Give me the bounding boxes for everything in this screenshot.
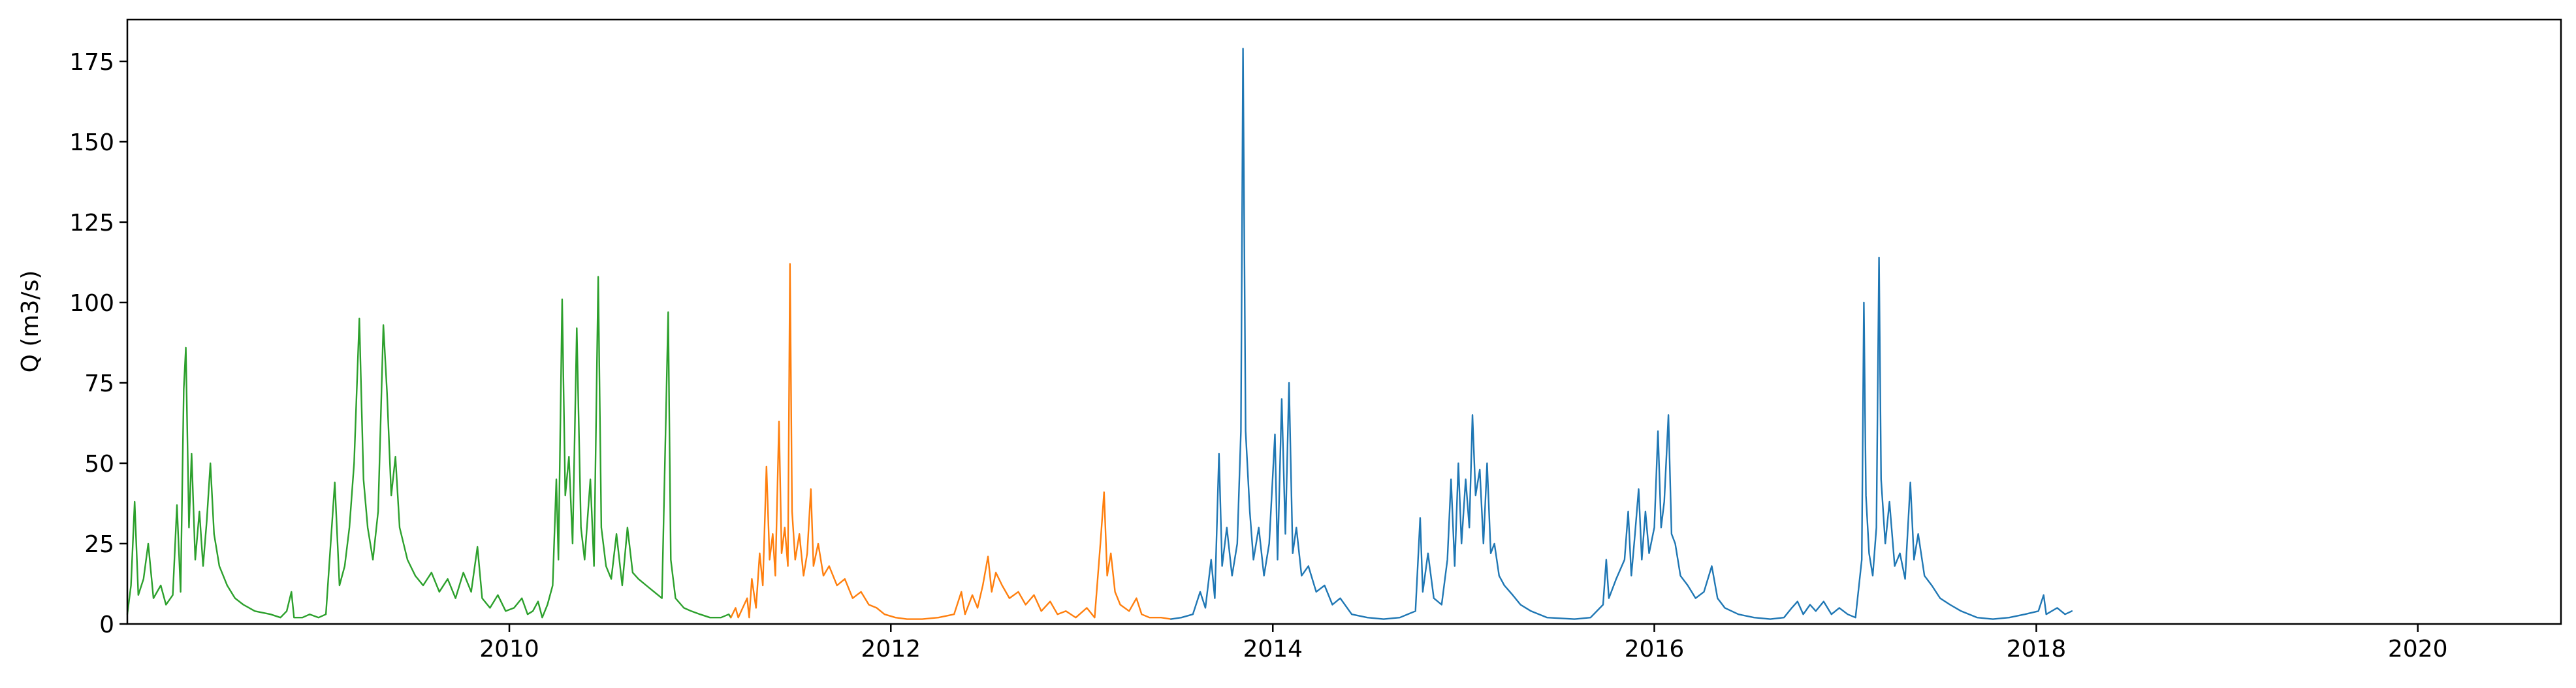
y-tick-label: 175 [69, 49, 114, 76]
series-line-3 [1170, 48, 2073, 620]
series-line-2 [730, 263, 1172, 620]
y-tick-label: 25 [84, 531, 114, 558]
x-tick-label: 2014 [1243, 636, 1303, 663]
series-line-1 [126, 276, 732, 619]
x-tick-label: 2016 [1625, 636, 1685, 663]
y-tick-label: 75 [84, 370, 114, 397]
y-axis-label: Q (m3/s) [17, 270, 44, 373]
y-tick-label: 100 [69, 290, 114, 317]
axis-layer: 2010 2012 2014 2016 2018 2020 0 25 50 75 100 125 150… [69, 49, 2447, 663]
x-tick-label: 2012 [861, 636, 921, 663]
x-tick-label: 2018 [2007, 636, 2067, 663]
x-tick-label: 2010 [479, 636, 539, 663]
y-tick-label: 50 [84, 451, 114, 478]
series-layer [126, 48, 2073, 620]
x-tick-label: 2020 [2388, 636, 2448, 663]
y-tick-label: 125 [69, 210, 114, 237]
y-tick-label: 150 [69, 129, 114, 156]
y-tick-label: 0 [99, 612, 114, 638]
plot-frame [126, 18, 2562, 625]
